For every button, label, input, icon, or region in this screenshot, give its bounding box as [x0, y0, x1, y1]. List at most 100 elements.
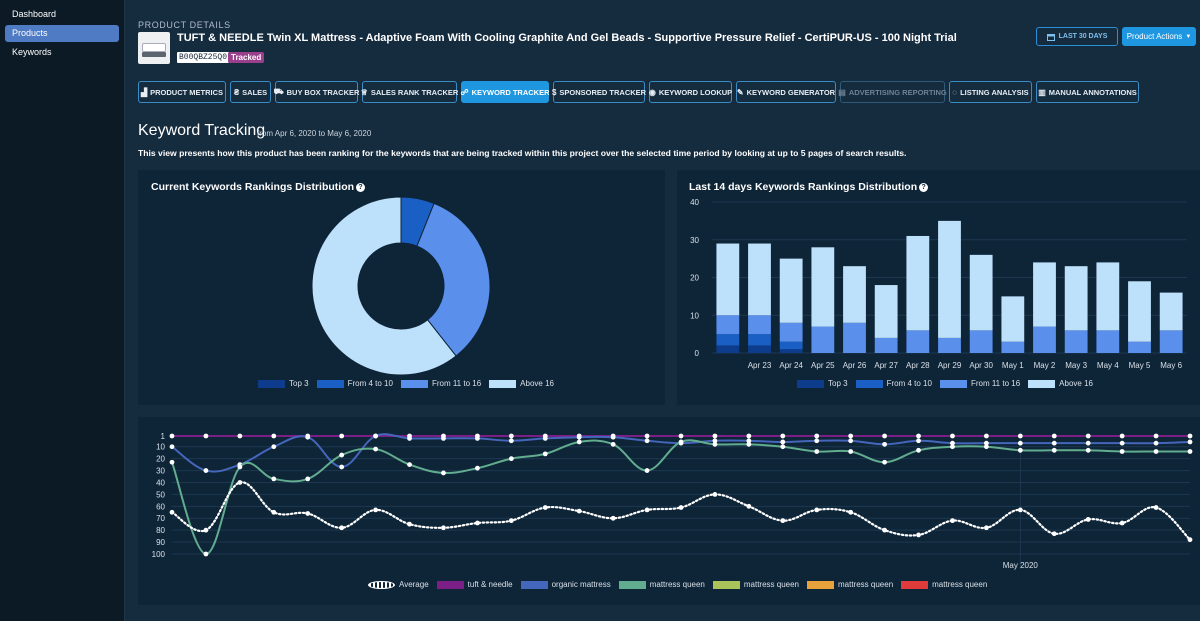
data-point[interactable] — [508, 438, 514, 444]
data-point[interactable] — [1187, 433, 1193, 439]
bar-segment[interactable] — [1096, 330, 1120, 353]
legend-item[interactable]: Above 16 — [489, 379, 554, 388]
data-point[interactable] — [1017, 507, 1023, 513]
data-point[interactable] — [746, 503, 752, 509]
data-point[interactable] — [576, 439, 582, 445]
data-point[interactable] — [1153, 449, 1159, 454]
data-point[interactable] — [848, 509, 854, 515]
data-point[interactable] — [475, 465, 480, 471]
series-line[interactable] — [171, 439, 1190, 556]
data-point[interactable] — [678, 433, 684, 439]
bar-segment[interactable] — [1033, 262, 1056, 327]
data-point[interactable] — [1119, 433, 1125, 439]
legend-item[interactable]: Top 3 — [797, 379, 848, 388]
data-point[interactable] — [848, 438, 854, 444]
bar-segment[interactable] — [843, 266, 866, 323]
data-point[interactable] — [1187, 449, 1193, 454]
data-point[interactable] — [746, 441, 752, 447]
bar-segment[interactable] — [1128, 341, 1151, 353]
data-point[interactable] — [780, 439, 786, 445]
bar-segment[interactable] — [779, 322, 803, 342]
data-point[interactable] — [237, 480, 243, 485]
data-point[interactable] — [746, 438, 752, 444]
tab-keyword-generator[interactable]: ✎ KEYWORD GENERATOR — [736, 81, 836, 103]
tab-keyword-tracker[interactable]: ☍ KEYWORD TRACKER — [460, 81, 550, 103]
legend-item[interactable]: mattress queen — [807, 580, 893, 589]
data-point[interactable] — [305, 434, 311, 440]
tab-sales[interactable]: ₴ SALES — [230, 81, 271, 103]
tab-keyword-lookup[interactable]: ◉ KEYWORD LOOKUP — [649, 81, 732, 103]
data-point[interactable] — [1153, 505, 1159, 510]
data-point[interactable] — [814, 433, 820, 439]
data-point[interactable] — [780, 433, 786, 439]
data-point[interactable] — [848, 433, 854, 439]
data-point[interactable] — [950, 518, 955, 524]
data-point[interactable] — [1119, 449, 1125, 454]
data-point[interactable] — [508, 518, 514, 524]
data-point[interactable] — [678, 505, 684, 510]
data-point[interactable] — [882, 433, 887, 439]
bar-segment[interactable] — [779, 258, 803, 323]
bar-segment[interactable] — [843, 322, 866, 353]
data-point[interactable] — [475, 435, 480, 441]
legend-item[interactable]: Above 16 — [1028, 379, 1093, 388]
data-point[interactable] — [271, 476, 277, 482]
data-point[interactable] — [1017, 433, 1023, 439]
data-point[interactable] — [712, 438, 718, 444]
asin-badge[interactable]: B00QBZ25Q0 — [177, 52, 230, 63]
sidebar-item-products[interactable]: Products — [5, 25, 119, 42]
data-point[interactable] — [1085, 517, 1091, 522]
legend-item[interactable]: Top 3 — [258, 379, 309, 388]
data-point[interactable] — [814, 438, 820, 444]
data-point[interactable] — [169, 444, 175, 450]
legend-item[interactable]: mattress queen — [618, 580, 705, 589]
data-point[interactable] — [916, 447, 921, 453]
data-point[interactable] — [1051, 447, 1057, 453]
data-point[interactable] — [339, 464, 345, 470]
data-point[interactable] — [950, 444, 955, 450]
data-point[interactable] — [916, 532, 921, 538]
data-point[interactable] — [678, 439, 684, 445]
tab-sales-rank-tracker[interactable]: ♕ SALES RANK TRACKER — [361, 81, 458, 103]
data-point[interactable] — [1153, 433, 1159, 439]
product-actions-button[interactable]: Product Actions ▼ — [1122, 27, 1196, 46]
legend-item[interactable]: tuft & needle — [436, 580, 513, 589]
data-point[interactable] — [373, 446, 378, 452]
data-point[interactable] — [441, 470, 446, 476]
data-point[interactable] — [1017, 440, 1023, 446]
help-icon[interactable]: ? — [919, 183, 929, 192]
data-point[interactable] — [712, 492, 718, 497]
legend-item[interactable]: From 11 to 16 — [939, 379, 1020, 388]
bar-segment[interactable] — [1033, 326, 1056, 353]
data-point[interactable] — [1051, 433, 1057, 439]
bar-segment[interactable] — [716, 334, 740, 346]
data-point[interactable] — [882, 459, 887, 465]
data-point[interactable] — [984, 433, 989, 439]
legend-item[interactable]: From 11 to 16 — [400, 379, 481, 388]
tab-product-metrics[interactable]: ▟ PRODUCT METRICS — [138, 81, 226, 103]
bar-segment[interactable] — [716, 243, 740, 316]
tab-listing-analysis[interactable]: ◌ LISTING ANALYSIS — [949, 81, 1032, 103]
data-point[interactable] — [169, 509, 175, 515]
tab-sponsored-tracker[interactable]: $ SPONSORED TRACKER — [552, 81, 646, 103]
data-point[interactable] — [950, 433, 955, 439]
data-point[interactable] — [441, 435, 446, 441]
data-point[interactable] — [339, 433, 345, 439]
bar-segment[interactable] — [906, 235, 930, 331]
legend-item[interactable]: From 4 to 10 — [855, 379, 932, 388]
data-point[interactable] — [1051, 531, 1057, 537]
sidebar-item-keywords[interactable]: Keywords — [12, 47, 52, 57]
bar-segment[interactable] — [906, 330, 930, 353]
bar-segment[interactable] — [811, 247, 835, 327]
data-point[interactable] — [576, 508, 582, 514]
data-point[interactable] — [339, 525, 345, 531]
bar-segment[interactable] — [1096, 262, 1120, 331]
data-point[interactable] — [305, 476, 311, 482]
data-point[interactable] — [644, 468, 650, 473]
bar-segment[interactable] — [1064, 266, 1088, 331]
data-point[interactable] — [610, 515, 616, 521]
data-point[interactable] — [271, 444, 277, 450]
data-point[interactable] — [271, 509, 277, 515]
data-point[interactable] — [508, 433, 514, 439]
legend-item[interactable]: mattress queen — [712, 580, 799, 589]
